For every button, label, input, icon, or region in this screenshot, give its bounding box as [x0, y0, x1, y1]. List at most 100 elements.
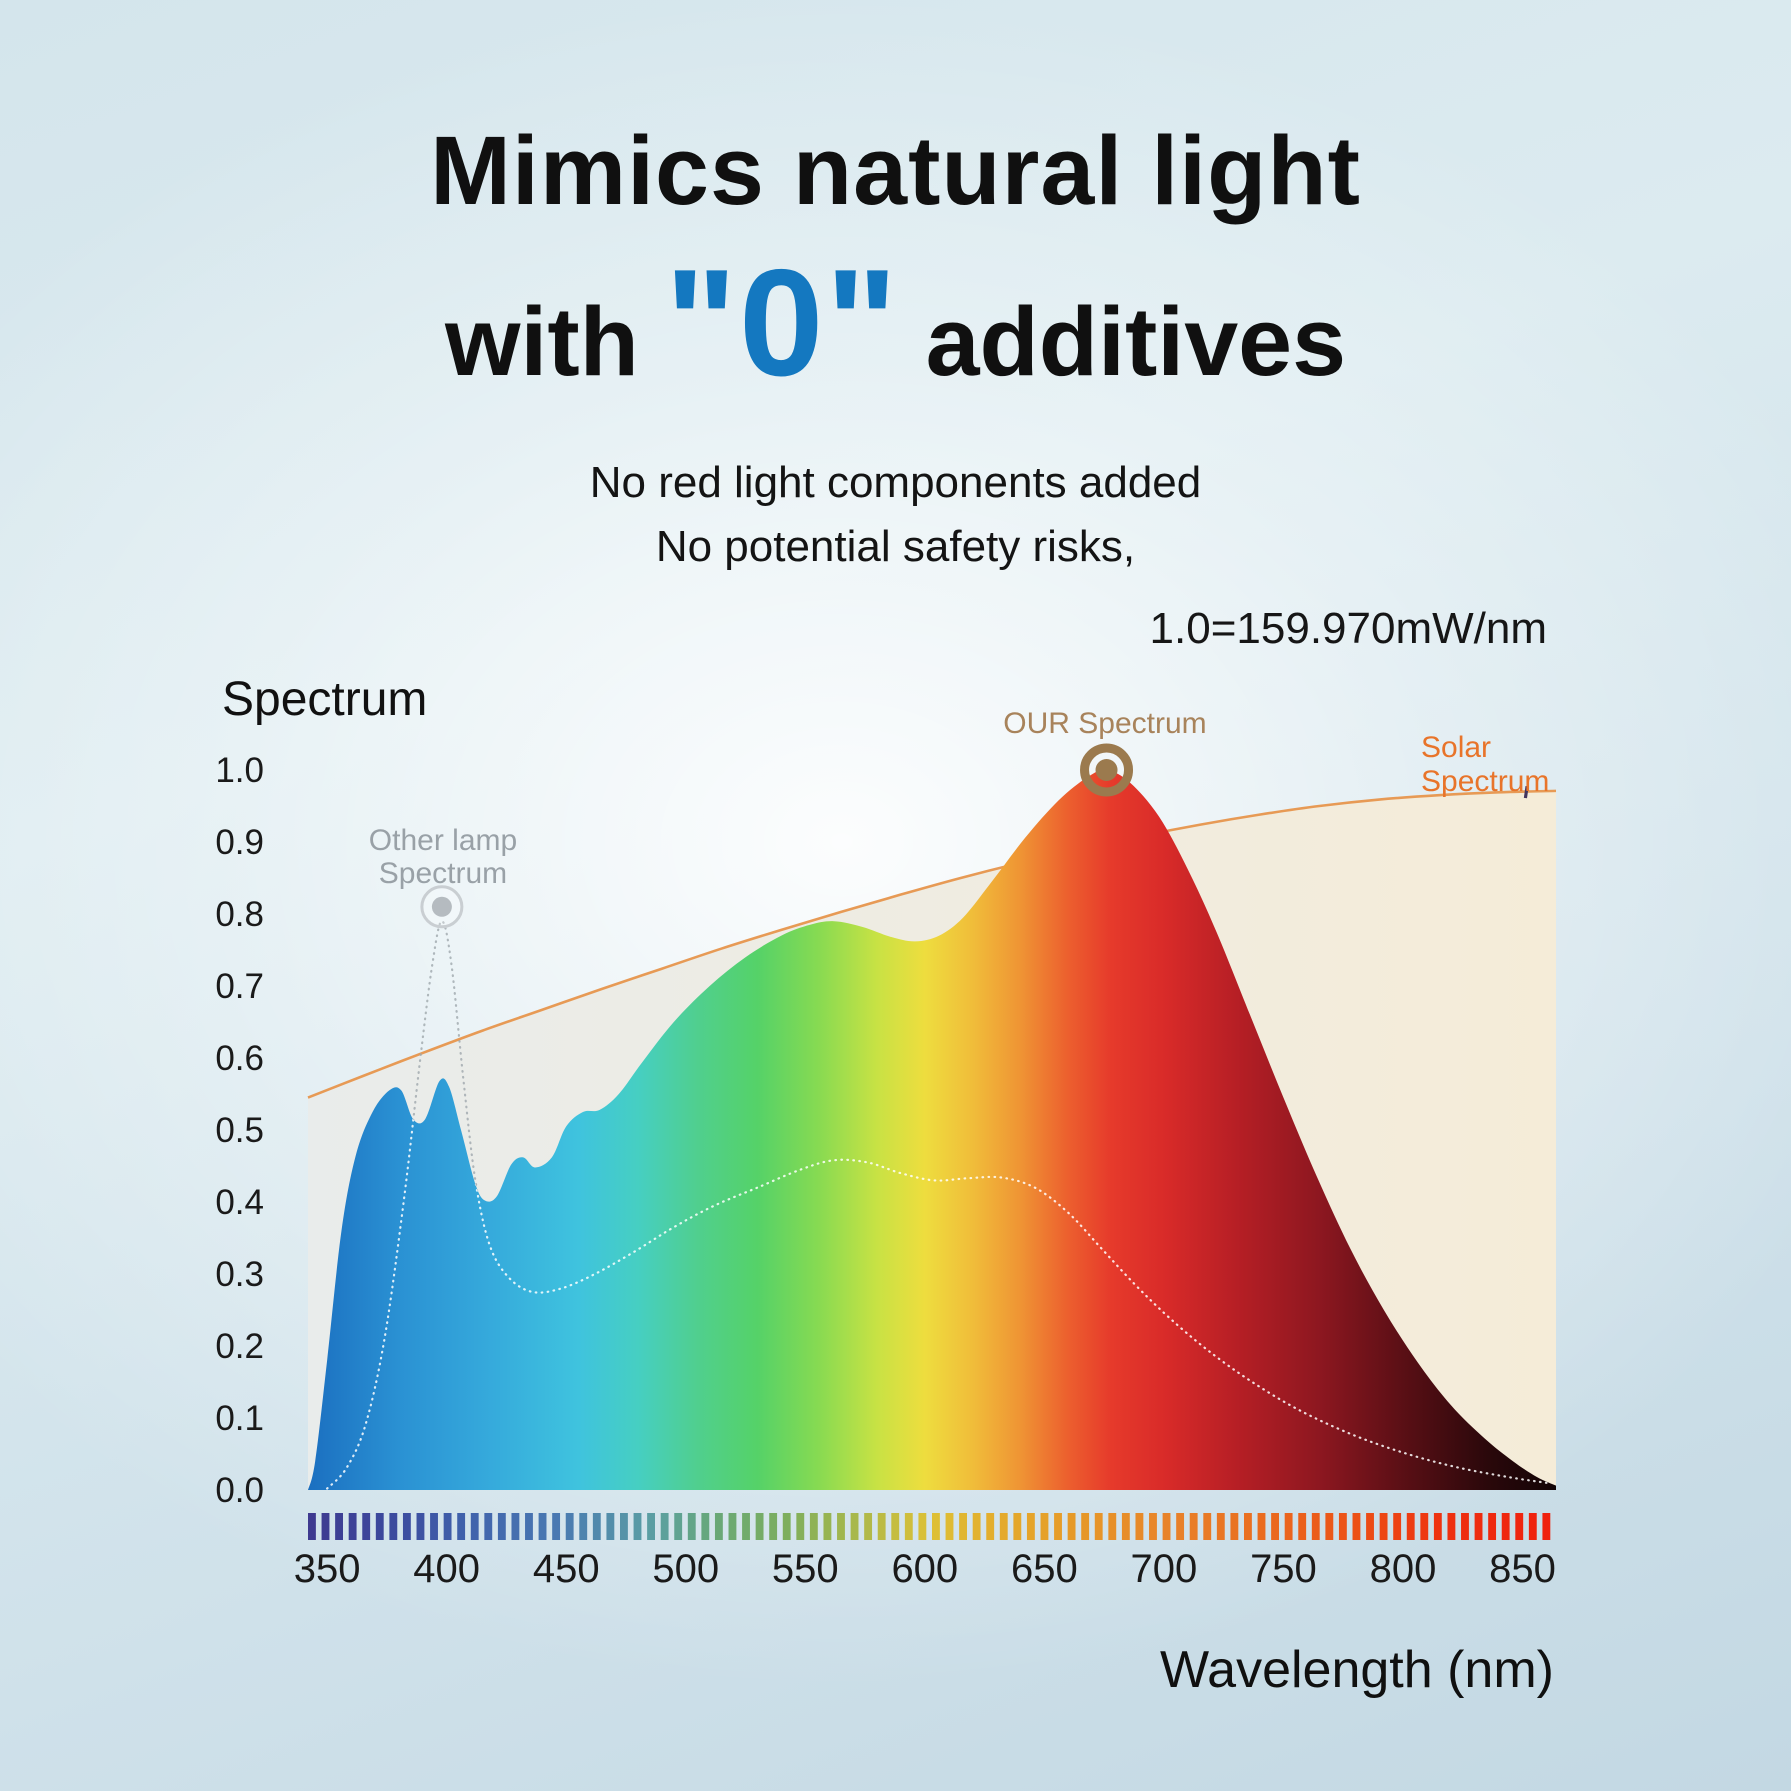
colorbar-segment — [402, 1513, 411, 1540]
our-spectrum-peak-ring — [1080, 743, 1134, 797]
colorbar-segment — [837, 1513, 845, 1540]
colorbar-segment — [986, 1513, 995, 1540]
colorbar-segment — [511, 1513, 520, 1540]
annotation-other-lamp-spectrum: Other lamp Spectrum — [312, 824, 574, 890]
colorbar-segment — [1501, 1513, 1510, 1540]
colorbar-segment — [742, 1513, 750, 1540]
y-tick-label: 0.3 — [215, 1255, 264, 1294]
x-tick-label: 350 — [294, 1547, 361, 1591]
x-tick-label: 450 — [533, 1547, 600, 1591]
colorbar-segment — [1216, 1513, 1225, 1540]
colorbar-segment — [728, 1513, 737, 1540]
colorbar-segment — [497, 1513, 506, 1540]
colorbar-segment — [525, 1513, 533, 1540]
y-tick-label: 1.0 — [215, 751, 264, 790]
y-tick-label: 0.2 — [215, 1327, 264, 1366]
colorbar-segment — [1026, 1513, 1035, 1540]
colorbar-segment — [375, 1513, 384, 1540]
x-tick-label: 600 — [891, 1547, 958, 1591]
colorbar-segment — [1257, 1513, 1266, 1540]
colorbar-segment — [1271, 1513, 1279, 1540]
y-tick-label: 0.7 — [215, 967, 264, 1006]
colorbar-segment — [904, 1513, 913, 1540]
colorbar-segment — [606, 1513, 615, 1540]
colorbar-segment — [565, 1513, 574, 1540]
x-tick-label: 500 — [652, 1547, 719, 1591]
annotation-other-lamp-line2: Spectrum — [378, 857, 508, 890]
colorbar-segment — [1013, 1513, 1022, 1540]
y-tick-label: 0.1 — [215, 1399, 264, 1438]
x-tick-labels: 350 400 450 500 550 600 650 700 750 800 850 — [294, 1547, 1556, 1591]
colorbar-segment — [1366, 1513, 1374, 1540]
colorbar-segment — [687, 1513, 696, 1540]
colorbar-segment — [877, 1513, 886, 1540]
colorbar-segment — [1447, 1513, 1456, 1540]
x-tick-label: 750 — [1250, 1547, 1317, 1591]
colorbar-segment — [1393, 1513, 1402, 1540]
plot-area — [307, 769, 1557, 1490]
colorbar-segment — [552, 1513, 561, 1540]
colorbar-segment — [1298, 1513, 1307, 1540]
colorbar-segment — [484, 1513, 493, 1540]
colorbar-segment — [891, 1513, 900, 1540]
page-title-line1: Mimics natural light — [430, 116, 1361, 225]
colorbar-segment — [1162, 1513, 1171, 1540]
our-spectrum-area — [308, 769, 1556, 1490]
colorbar-segment — [823, 1513, 832, 1540]
colorbar-segment — [470, 1513, 479, 1540]
colorbar-segment — [1406, 1513, 1415, 1540]
colorbar-segment — [1528, 1513, 1537, 1540]
colorbar-segment — [1488, 1513, 1497, 1540]
x-tick-label: 850 — [1489, 1547, 1556, 1591]
colorbar-segment — [308, 1513, 316, 1540]
colorbar-segment — [1108, 1513, 1117, 1540]
colorbar-segment — [1067, 1513, 1076, 1540]
colorbar-segment — [1325, 1513, 1334, 1540]
colorbar-segment — [1094, 1513, 1103, 1540]
colorbar-segment — [1244, 1513, 1252, 1540]
colorbar-segment — [1149, 1513, 1157, 1540]
y-tick-label: 0.8 — [215, 895, 264, 934]
title-block: Mimics natural light with "0" additives — [0, 116, 1791, 413]
colorbar-segment — [443, 1513, 452, 1540]
colorbar-segment — [1474, 1513, 1483, 1540]
colorbar-segment — [1176, 1513, 1185, 1540]
y-tick-label: 0.4 — [215, 1183, 264, 1222]
colorbar-segment — [1054, 1513, 1062, 1540]
y-axis-title: Spectrum — [222, 673, 428, 726]
colorbar-segment — [633, 1513, 642, 1540]
title-zero-highlight: "0" — [664, 237, 900, 408]
x-axis-title: Wavelength (nm) — [1160, 1641, 1554, 1699]
colorbar-segment — [945, 1513, 954, 1540]
annotation-solar-line1: Solar — [1421, 731, 1492, 764]
colorbar-segment — [362, 1513, 371, 1540]
colorbar-segment — [335, 1513, 343, 1540]
colorbar-segment — [620, 1513, 628, 1540]
colorbar-segment — [755, 1513, 764, 1540]
colorbar-segment — [660, 1513, 669, 1540]
colorbar-segment — [1461, 1513, 1469, 1540]
x-tick-label: 550 — [772, 1547, 839, 1591]
other-lamp-curve-white — [326, 920, 1548, 1490]
colorbar-segment — [850, 1513, 859, 1540]
colorbar-segment — [864, 1513, 873, 1540]
colorbar-segment — [1121, 1513, 1130, 1540]
colorbar-segment — [1230, 1513, 1239, 1540]
colorbar-segment — [579, 1513, 588, 1540]
annotation-our-spectrum: OUR Spectrum — [1003, 707, 1207, 740]
colorbar-segment — [1515, 1513, 1524, 1540]
colorbar-segment — [1135, 1513, 1144, 1540]
colorbar-segment — [1338, 1513, 1347, 1540]
colorbar-segment — [416, 1513, 425, 1540]
colorbar-segment — [430, 1513, 438, 1540]
colorbar-segment — [918, 1513, 927, 1540]
colorbar-segment — [1420, 1513, 1429, 1540]
title-additives: additives — [925, 286, 1347, 396]
colorbar-segment — [714, 1513, 723, 1540]
colorbar-segment — [538, 1513, 547, 1540]
y-tick-label: 0.6 — [215, 1039, 264, 1078]
x-tick-label: 400 — [413, 1547, 480, 1591]
colorbar-segment — [1379, 1513, 1388, 1540]
colorbar-segment — [972, 1513, 981, 1540]
